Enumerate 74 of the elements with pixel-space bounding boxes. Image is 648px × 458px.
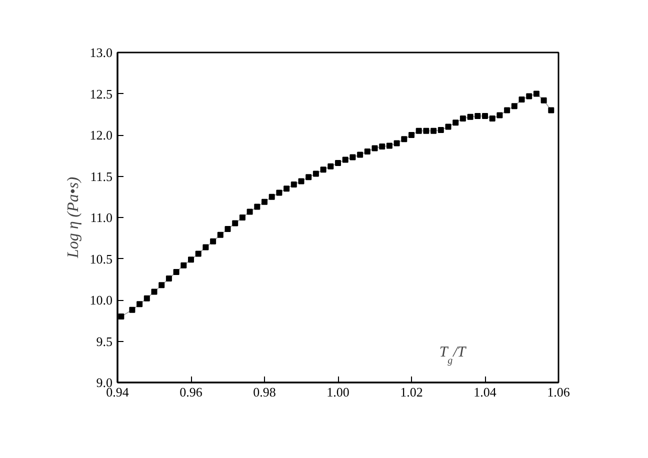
y-tick-label: 11.0	[90, 210, 113, 225]
point	[166, 276, 172, 282]
point	[290, 182, 297, 188]
point	[350, 154, 356, 160]
point	[408, 132, 414, 138]
point	[379, 144, 386, 150]
point	[526, 93, 532, 100]
point	[511, 103, 518, 110]
y-tick-label: 13.0	[90, 45, 112, 60]
point	[202, 244, 209, 250]
point	[217, 232, 224, 238]
point	[195, 250, 202, 257]
point	[262, 198, 268, 205]
point	[136, 301, 143, 308]
point	[151, 288, 158, 295]
point	[548, 107, 554, 114]
point	[298, 178, 304, 184]
point	[118, 314, 124, 320]
point	[386, 142, 392, 149]
point	[364, 148, 370, 154]
point	[129, 306, 136, 313]
x-tick-label: 1.04	[474, 384, 497, 400]
x-tick-label: 1.00	[326, 384, 350, 400]
point	[328, 163, 334, 170]
point	[357, 152, 364, 158]
point	[416, 128, 422, 134]
point	[276, 190, 282, 196]
point	[342, 156, 348, 163]
point	[474, 113, 481, 120]
point	[144, 295, 150, 302]
y-tick-label: 9.5	[96, 334, 112, 349]
point	[533, 90, 540, 97]
point	[394, 140, 400, 146]
point	[232, 220, 238, 226]
point	[460, 116, 466, 122]
point	[445, 124, 452, 130]
y-axis-title: Log η (Pa•s)	[64, 176, 82, 260]
x-tick-label: 0.96	[180, 384, 203, 400]
x-tick-label: 1.06	[547, 384, 570, 400]
point	[540, 97, 547, 104]
point	[430, 128, 437, 134]
point	[320, 166, 326, 173]
point	[489, 116, 496, 122]
point	[496, 112, 503, 118]
x-tick-label: 0.98	[253, 384, 276, 400]
point	[284, 186, 290, 192]
point	[306, 174, 312, 180]
point	[335, 160, 341, 166]
y-tick-label: 10.0	[90, 292, 112, 308]
point	[467, 114, 474, 120]
point	[239, 214, 246, 220]
point	[482, 113, 488, 120]
point	[452, 120, 459, 126]
point	[268, 194, 275, 200]
point	[401, 136, 408, 142]
point	[504, 107, 510, 114]
point	[372, 145, 378, 152]
point	[224, 226, 231, 232]
y-tick-label: 12.0	[90, 128, 112, 142]
y-tick-label: 11.5	[90, 168, 113, 184]
point	[312, 170, 319, 177]
y-tick-label: 12.5	[90, 86, 112, 102]
point	[254, 204, 260, 210]
x-tick-label: 1.02	[400, 384, 423, 400]
point	[438, 127, 444, 134]
point	[518, 96, 525, 103]
y-tick-label: 10.5	[90, 251, 112, 266]
point	[246, 208, 253, 215]
point	[158, 282, 165, 288]
point	[173, 268, 180, 275]
point	[188, 256, 194, 263]
point	[180, 262, 187, 268]
point	[210, 238, 216, 244]
point	[423, 128, 430, 134]
